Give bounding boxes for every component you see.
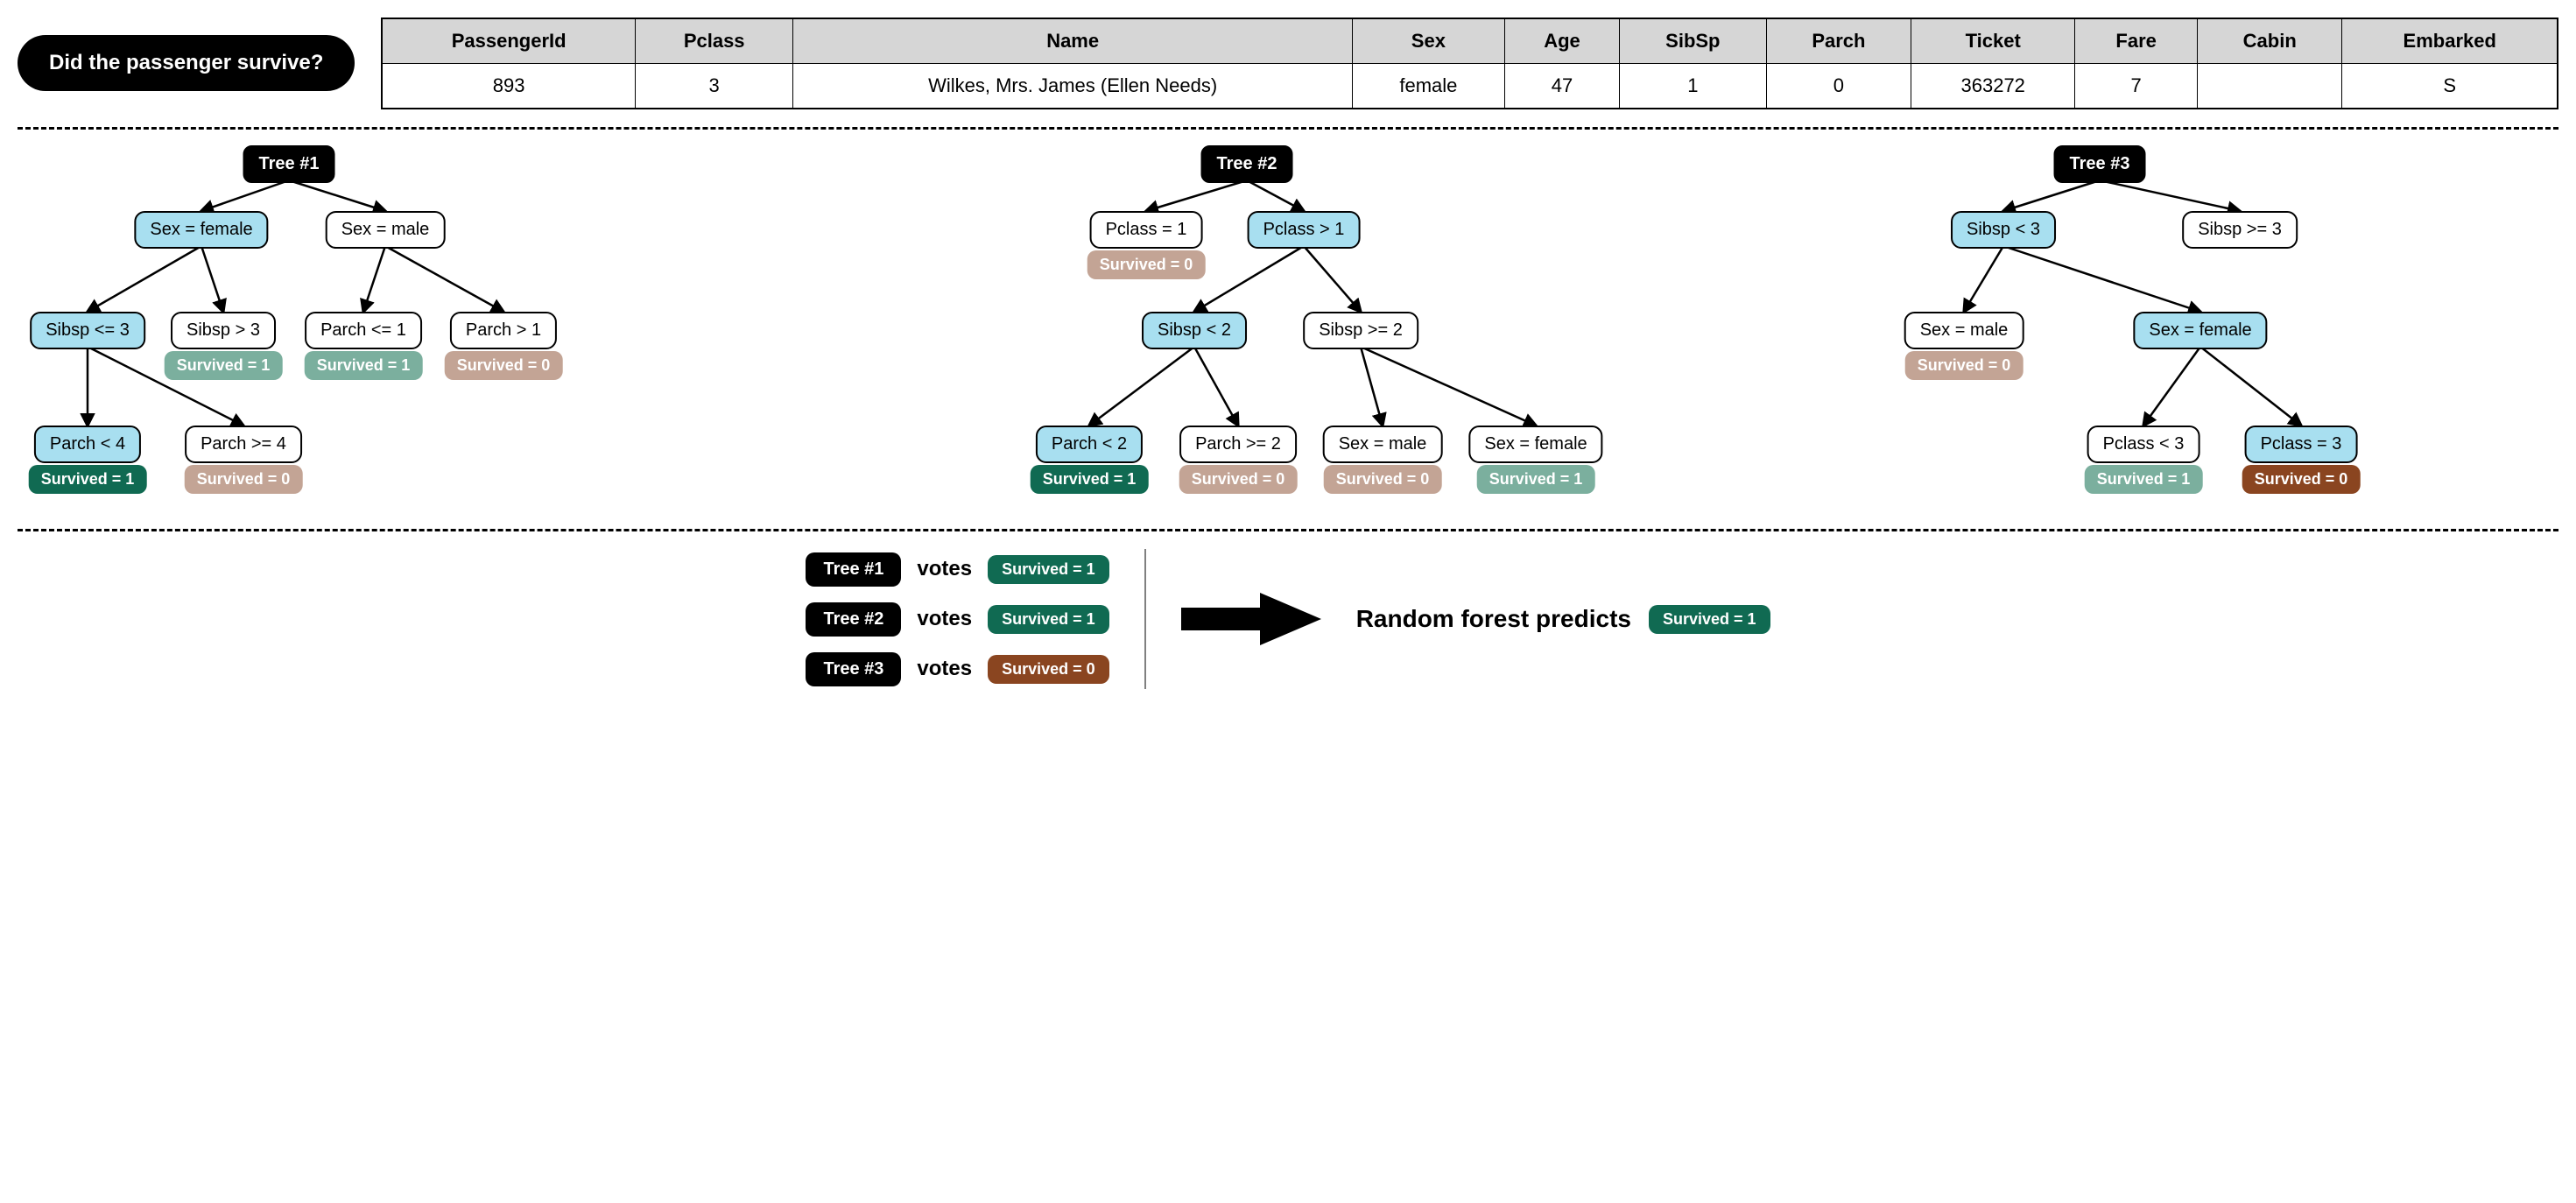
table-header-cell: Ticket [1911, 18, 2075, 64]
vote-tree-label: Tree #3 [806, 652, 901, 686]
table-header-cell: Parch [1766, 18, 1911, 64]
table-cell: 0 [1766, 64, 1911, 109]
leaf-node: Survived = 0 [445, 351, 563, 380]
table-cell: Wilkes, Mrs. James (Ellen Needs) [793, 64, 1352, 109]
leaf-node: Survived = 1 [29, 465, 147, 494]
table-cell: 3 [635, 64, 793, 109]
table-header-cell: Age [1504, 18, 1619, 64]
predict-text: Random forest predicts [1356, 605, 1631, 633]
divider-2 [18, 529, 2558, 531]
decision-node: Sex = male [326, 211, 446, 249]
decision-node: Sibsp >= 3 [2182, 211, 2298, 249]
decision-node: Sex = male [1904, 312, 2024, 349]
table-cell: 893 [382, 64, 635, 109]
tree-1: Tree #1 Sex = female Sex = male Sibsp <= 3 S… [18, 145, 853, 513]
leaf-node: Survived = 1 [165, 351, 283, 380]
decision-node: Parch >= 2 [1179, 426, 1297, 463]
table-header-cell: Embarked [2342, 18, 2558, 64]
big-arrow-icon [1181, 588, 1321, 650]
table-header-cell: Sex [1352, 18, 1504, 64]
leaf-node: Survived = 1 [2085, 465, 2203, 494]
leaf-node: Survived = 0 [1179, 465, 1298, 494]
decision-node: Sex = female [134, 211, 268, 249]
decision-node: Pclass = 3 [2245, 426, 2358, 463]
vote-result-badge: Survived = 0 [988, 655, 1109, 684]
vote-row: Tree #2 votes Survived = 1 [806, 602, 1109, 637]
vote-tree-label: Tree #2 [806, 602, 901, 637]
table-cell: female [1352, 64, 1504, 109]
decision-node: Parch <= 1 [305, 312, 422, 349]
table-header-cell: Pclass [635, 18, 793, 64]
vote-word: votes [917, 657, 972, 681]
tree-root: Tree #1 [243, 145, 335, 183]
vote-word: votes [917, 607, 972, 631]
vote-result-badge: Survived = 1 [988, 555, 1109, 584]
decision-node: Parch > 1 [450, 312, 557, 349]
decision-node: Sex = male [1323, 426, 1443, 463]
table-header-row: PassengerIdPclassNameSexAgeSibSpParchTic… [382, 18, 2558, 64]
leaf-node: Survived = 0 [1324, 465, 1442, 494]
prediction-section: Random forest predicts Survived = 1 [1356, 605, 1770, 634]
leaf-node: Survived = 1 [1031, 465, 1149, 494]
table-header-cell: Name [793, 18, 1352, 64]
tree-root: Tree #2 [1201, 145, 1293, 183]
decision-node: Sibsp <= 3 [30, 312, 145, 349]
leaf-node: Survived = 1 [305, 351, 423, 380]
tree-2: Tree #2 Pclass = 1 Pclass > 1 Sibsp < 2 Sibs… [870, 145, 1706, 513]
decision-node: Parch < 2 [1036, 426, 1143, 463]
trees-section: Tree #1 Sex = female Sex = male Sibsp <= 3 S… [18, 145, 2558, 513]
leaf-node: Survived = 0 [1905, 351, 2023, 380]
table-header-cell: SibSp [1620, 18, 1767, 64]
decision-node: Sibsp < 3 [1951, 211, 2056, 249]
divider-1 [18, 127, 2558, 130]
vertical-divider [1144, 549, 1146, 689]
leaf-node: Survived = 0 [185, 465, 303, 494]
decision-node: Sex = female [2133, 312, 2267, 349]
table-header-cell: PassengerId [382, 18, 635, 64]
table-cell: 1 [1620, 64, 1767, 109]
decision-node: Pclass = 1 [1090, 211, 1203, 249]
table-header-cell: Cabin [2198, 18, 2342, 64]
table-data-row: 8933Wilkes, Mrs. James (Ellen Needs)fema… [382, 64, 2558, 109]
table-header-cell: Fare [2075, 18, 2198, 64]
top-section: Did the passenger survive? PassengerIdPc… [18, 18, 2558, 109]
decision-node: Pclass < 3 [2087, 426, 2200, 463]
vote-row: Tree #3 votes Survived = 0 [806, 652, 1109, 686]
table-cell: 47 [1504, 64, 1619, 109]
decision-node: Sibsp >= 2 [1303, 312, 1418, 349]
decision-node: Sibsp < 2 [1142, 312, 1247, 349]
vote-result-badge: Survived = 1 [988, 605, 1109, 634]
leaf-node: Survived = 0 [2242, 465, 2361, 494]
predict-badge: Survived = 1 [1649, 605, 1770, 634]
decision-node: Parch < 4 [34, 426, 141, 463]
decision-node: Pclass > 1 [1248, 211, 1361, 249]
leaf-node: Survived = 1 [1477, 465, 1595, 494]
decision-node: Sibsp > 3 [171, 312, 276, 349]
leaf-node: Survived = 0 [1087, 250, 1206, 279]
table-cell: 7 [2075, 64, 2198, 109]
table-cell [2198, 64, 2342, 109]
vote-row: Tree #1 votes Survived = 1 [806, 552, 1109, 587]
decision-node: Sex = female [1468, 426, 1602, 463]
tree-root: Tree #3 [2054, 145, 2146, 183]
vote-word: votes [917, 557, 972, 581]
decision-node: Parch >= 4 [185, 426, 302, 463]
table-cell: 363272 [1911, 64, 2075, 109]
votes-section: Tree #1 votes Survived = 1 Tree #2 votes Surv… [18, 549, 2558, 689]
question-pill: Did the passenger survive? [18, 35, 355, 91]
passenger-table: PassengerIdPclassNameSexAgeSibSpParchTic… [381, 18, 2558, 109]
vote-tree-label: Tree #1 [806, 552, 901, 587]
tree-3: Tree #3 Sibsp < 3 Sibsp >= 3 Sex = male Sex … [1723, 145, 2558, 513]
votes-list: Tree #1 votes Survived = 1 Tree #2 votes Surv… [806, 552, 1109, 686]
table-cell: S [2342, 64, 2558, 109]
